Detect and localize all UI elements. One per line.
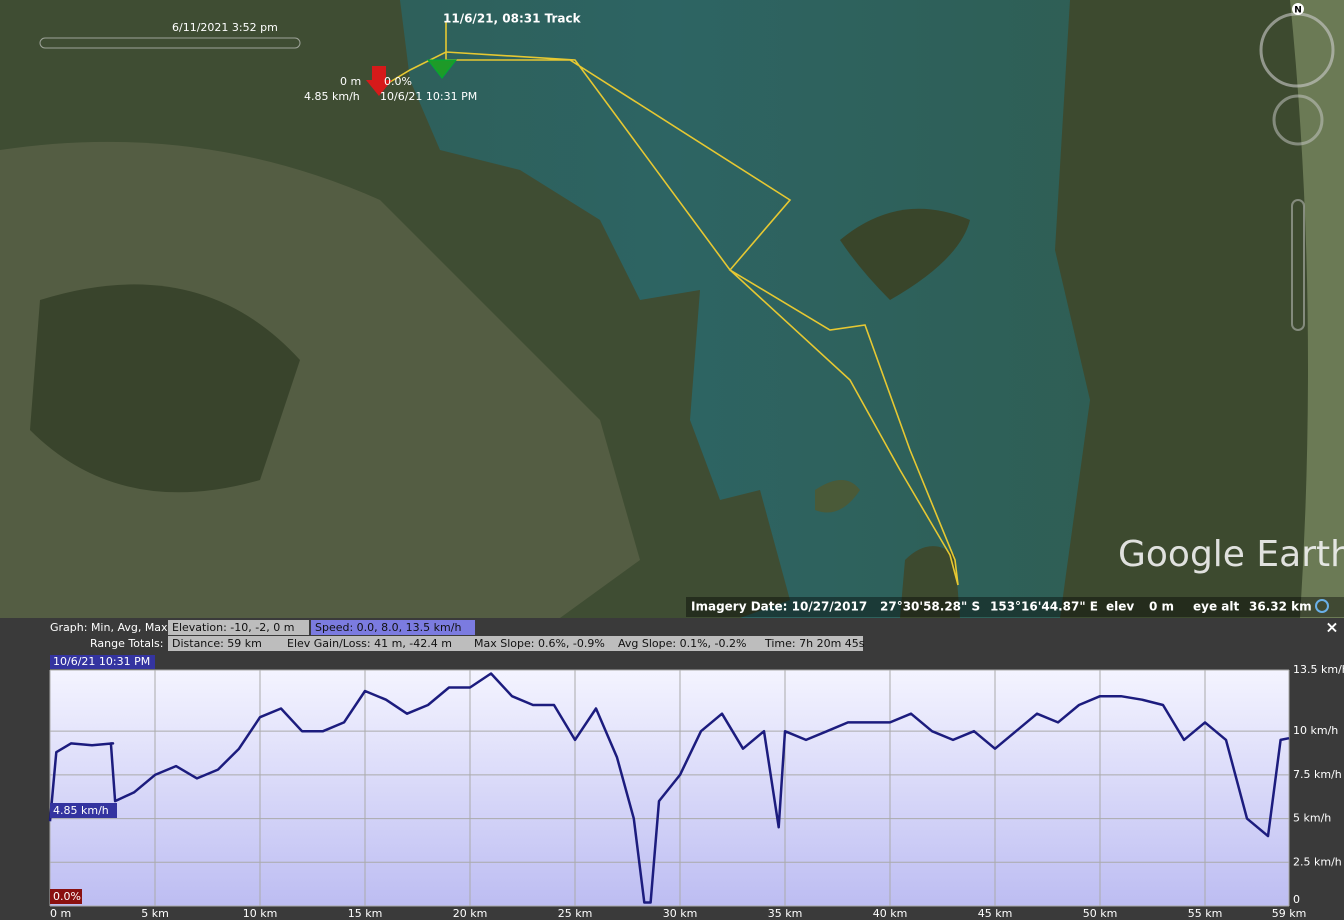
x-tick-label: 50 km (1083, 907, 1118, 920)
y-tick-label: 2.5 km/h (1293, 855, 1342, 868)
y-tick-label: 10 km/h (1293, 724, 1338, 737)
x-tick-label: 55 km (1188, 907, 1223, 920)
elevation-toggle[interactable] (168, 620, 309, 635)
marker-time: 10/6/21 10:31 PM (380, 90, 477, 103)
compass-north: N (1294, 6, 1302, 16)
x-tick-label: 10 km (243, 907, 278, 920)
track-title: 11/6/21, 08:31 Track (443, 12, 582, 26)
x-tick-label: 15 km (348, 907, 383, 920)
x-tick-label: 25 km (558, 907, 593, 920)
speed-line (48, 672, 1290, 904)
map-view[interactable]: 11/6/21, 08:31 Track 6/11/2021 3:52 pm 0… (0, 0, 1344, 618)
logo: Google Earth (1118, 534, 1344, 575)
x-tick-label: 0 m (50, 907, 71, 920)
marker-slope: 0.0% (384, 75, 412, 88)
imagery-date: Imagery Date: 10/27/2017 (691, 600, 867, 614)
y-tick-label: 7.5 km/h (1293, 768, 1342, 781)
eye-alt-label: eye alt (1193, 600, 1239, 614)
marker-speed: 4.85 km/h (304, 90, 360, 103)
speed-toggle[interactable] (311, 620, 475, 635)
x-tick-label: 20 km (453, 907, 488, 920)
totals-label: Range Totals: (90, 637, 164, 650)
timestamp: 6/11/2021 3:52 pm (172, 21, 278, 34)
speed-stats: Speed: 0.0, 8.0, 13.5 km/h (315, 621, 461, 634)
y-tick-label: 13.5 km/h (1293, 663, 1344, 676)
x-tick-label: 59 km (1272, 907, 1307, 920)
elevation-stats: Elevation: -10, -2, 0 m (172, 621, 294, 634)
x-tick-label: 35 km (768, 907, 803, 920)
x-tick-label: 30 km (663, 907, 698, 920)
cursor-time: 10/6/21 10:31 PM (53, 655, 150, 668)
distance: Distance: 59 km (172, 637, 262, 650)
longitude: 153°16'44.87" E (990, 600, 1098, 614)
x-tick-label: 45 km (978, 907, 1013, 920)
close-button[interactable]: × (1325, 618, 1338, 637)
x-tick-label: 5 km (141, 907, 169, 920)
eye-alt-value: 36.32 km (1249, 600, 1312, 614)
y-tick-label: 5 km/h (1293, 812, 1331, 825)
latitude: 27°30'58.28" S (880, 600, 980, 614)
elev-value: 0 m (1149, 600, 1174, 614)
cursor-speed: 4.85 km/h (53, 804, 109, 817)
y-tick-label: 0 (1293, 893, 1300, 906)
elev-label: elev (1106, 600, 1134, 614)
elevation-profile-panel: Graph: Min, Avg, Max Elevation: -10, -2,… (0, 618, 1344, 920)
look-control[interactable] (1272, 94, 1324, 146)
cursor-slope: 0.0% (53, 890, 81, 903)
x-tick-label: 40 km (873, 907, 908, 920)
elev-gain-loss: Elev Gain/Loss: 41 m, -42.4 m (287, 637, 452, 650)
max-slope: Max Slope: 0.6%, -0.9% (474, 637, 605, 650)
total-time: Time: 7h 20m 45s (764, 637, 865, 650)
stats-label: Graph: Min, Avg, Max (50, 621, 168, 634)
zoom-slider[interactable] (1291, 199, 1305, 331)
avg-slope: Avg Slope: 0.1%, -0.2% (618, 637, 746, 650)
marker-elevation: 0 m (340, 75, 361, 88)
